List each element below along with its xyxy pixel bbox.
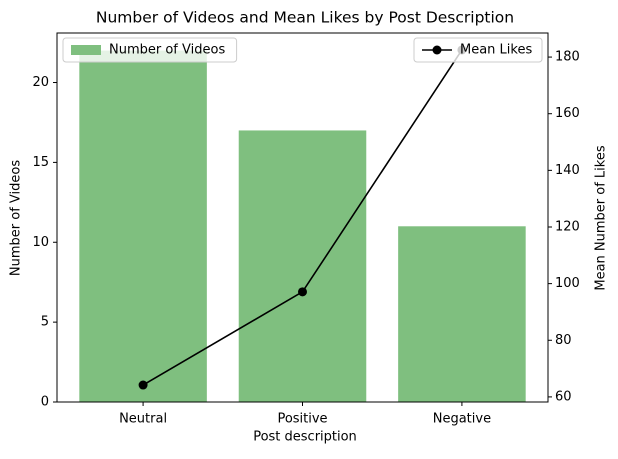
legend-marker bbox=[432, 45, 442, 55]
legend-swatch bbox=[71, 45, 101, 55]
point bbox=[138, 380, 148, 390]
y2-tick-label: 120 bbox=[555, 219, 580, 234]
y2-tick-label: 160 bbox=[555, 106, 580, 121]
x-tick-label: Positive bbox=[277, 412, 327, 427]
bar bbox=[398, 226, 526, 402]
y2-tick-label: 180 bbox=[555, 50, 580, 65]
y2-tick-label: 80 bbox=[555, 333, 572, 348]
bar bbox=[238, 130, 367, 402]
legend-box bbox=[62, 37, 238, 63]
y-tick-label: 0 bbox=[41, 395, 49, 410]
y2-axis-label: Mean Number of Likes bbox=[594, 145, 609, 290]
y-tick-label: 10 bbox=[32, 235, 49, 250]
legend-label: Mean Likes bbox=[460, 43, 532, 58]
y2-tick-label: 100 bbox=[555, 276, 580, 291]
y-tick-label: 20 bbox=[32, 75, 49, 90]
bar bbox=[79, 50, 207, 402]
y-tick-label: 15 bbox=[32, 155, 49, 170]
x-axis-label: Post description bbox=[253, 430, 357, 445]
y-tick-label: 5 bbox=[41, 315, 49, 330]
y2-tick-label: 60 bbox=[555, 389, 572, 404]
legend-box bbox=[413, 37, 543, 63]
x-tick-label: Negative bbox=[433, 412, 491, 427]
chart-title: Number of Videos and Mean Likes by Post … bbox=[96, 9, 514, 27]
legend-label: Number of Videos bbox=[109, 43, 225, 58]
y-axis-label: Number of Videos bbox=[9, 160, 24, 276]
point bbox=[298, 287, 307, 297]
y2-tick-label: 140 bbox=[555, 163, 580, 178]
x-tick-label: Neutral bbox=[119, 412, 167, 427]
